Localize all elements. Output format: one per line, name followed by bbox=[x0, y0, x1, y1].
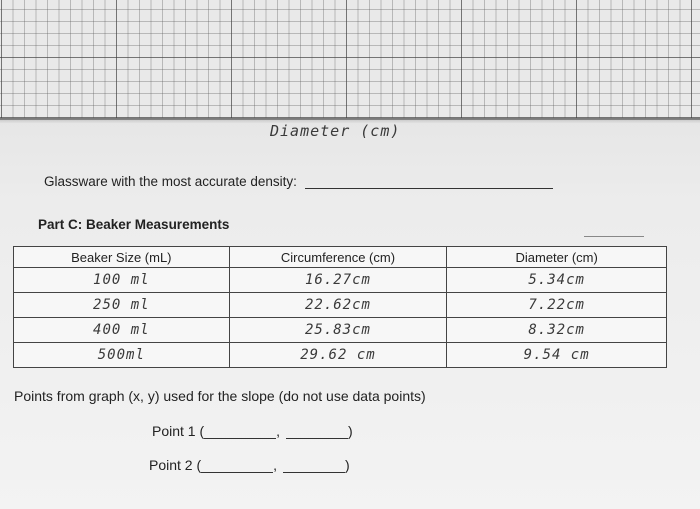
beaker-measurements-table: Beaker Size (mL) Circumference (cm) Diam… bbox=[13, 246, 667, 368]
slope-points-title: Points from graph (x, y) used for the sl… bbox=[14, 388, 426, 404]
graph-x-axis-label: Diameter (cm) bbox=[270, 122, 401, 140]
beaker-size-cell[interactable]: 400 ml bbox=[13, 317, 230, 343]
graph-shadow bbox=[0, 118, 700, 123]
table-row: 250 ml 22.62cm 7.22cm bbox=[13, 292, 667, 318]
point-2-label: Point 2 ( bbox=[149, 457, 202, 473]
column-header-diameter: Diameter (cm) bbox=[446, 246, 667, 268]
point-2-comma: , bbox=[273, 457, 278, 473]
density-answer-field[interactable] bbox=[304, 176, 553, 189]
density-question: Glassware with the most accurate density… bbox=[44, 174, 553, 189]
diameter-cell[interactable]: 7.22cm bbox=[446, 292, 667, 318]
graph-paper-grid bbox=[0, 0, 700, 120]
circumference-cell[interactable]: 25.83cm bbox=[228, 317, 448, 343]
point-2-close: ) bbox=[345, 457, 350, 473]
point-1-y-field[interactable] bbox=[286, 425, 349, 439]
point-2-y-field[interactable] bbox=[283, 459, 346, 473]
beaker-size-cell[interactable]: 500ml bbox=[13, 342, 230, 368]
diameter-cell[interactable]: 5.34cm bbox=[446, 267, 667, 293]
diameter-cell[interactable]: 8.32cm bbox=[446, 317, 667, 343]
circumference-cell[interactable]: 22.62cm bbox=[228, 292, 448, 318]
density-question-label: Glassware with the most accurate density… bbox=[44, 174, 297, 189]
part-c-title: Part C: Beaker Measurements bbox=[38, 217, 230, 232]
column-header-beaker-size: Beaker Size (mL) bbox=[13, 246, 230, 268]
beaker-size-cell[interactable]: 100 ml bbox=[13, 267, 230, 293]
table-header-row: Beaker Size (mL) Circumference (cm) Diam… bbox=[13, 246, 667, 268]
diameter-cell[interactable]: 9.54 cm bbox=[446, 342, 667, 368]
beaker-size-cell[interactable]: 250 ml bbox=[13, 292, 230, 318]
circumference-cell[interactable]: 16.27cm bbox=[228, 267, 448, 293]
point-1-label: Point 1 ( bbox=[152, 423, 205, 439]
point-1-row: Point 1 (,) bbox=[152, 423, 353, 439]
table-row: 400 ml 25.83cm 8.32cm bbox=[13, 317, 667, 343]
table-row: 100 ml 16.27cm 5.34cm bbox=[13, 267, 667, 293]
point-2-row: Point 2 (,) bbox=[149, 457, 350, 473]
circumference-cell[interactable]: 29.62 cm bbox=[228, 342, 448, 368]
point-1-close: ) bbox=[348, 423, 353, 439]
column-header-circumference: Circumference (cm) bbox=[228, 246, 448, 268]
point-1-x-field[interactable] bbox=[204, 425, 277, 439]
faint-line bbox=[584, 236, 644, 237]
table-row: 500ml 29.62 cm 9.54 cm bbox=[13, 342, 667, 368]
point-2-x-field[interactable] bbox=[201, 459, 274, 473]
point-1-comma: , bbox=[276, 423, 281, 439]
